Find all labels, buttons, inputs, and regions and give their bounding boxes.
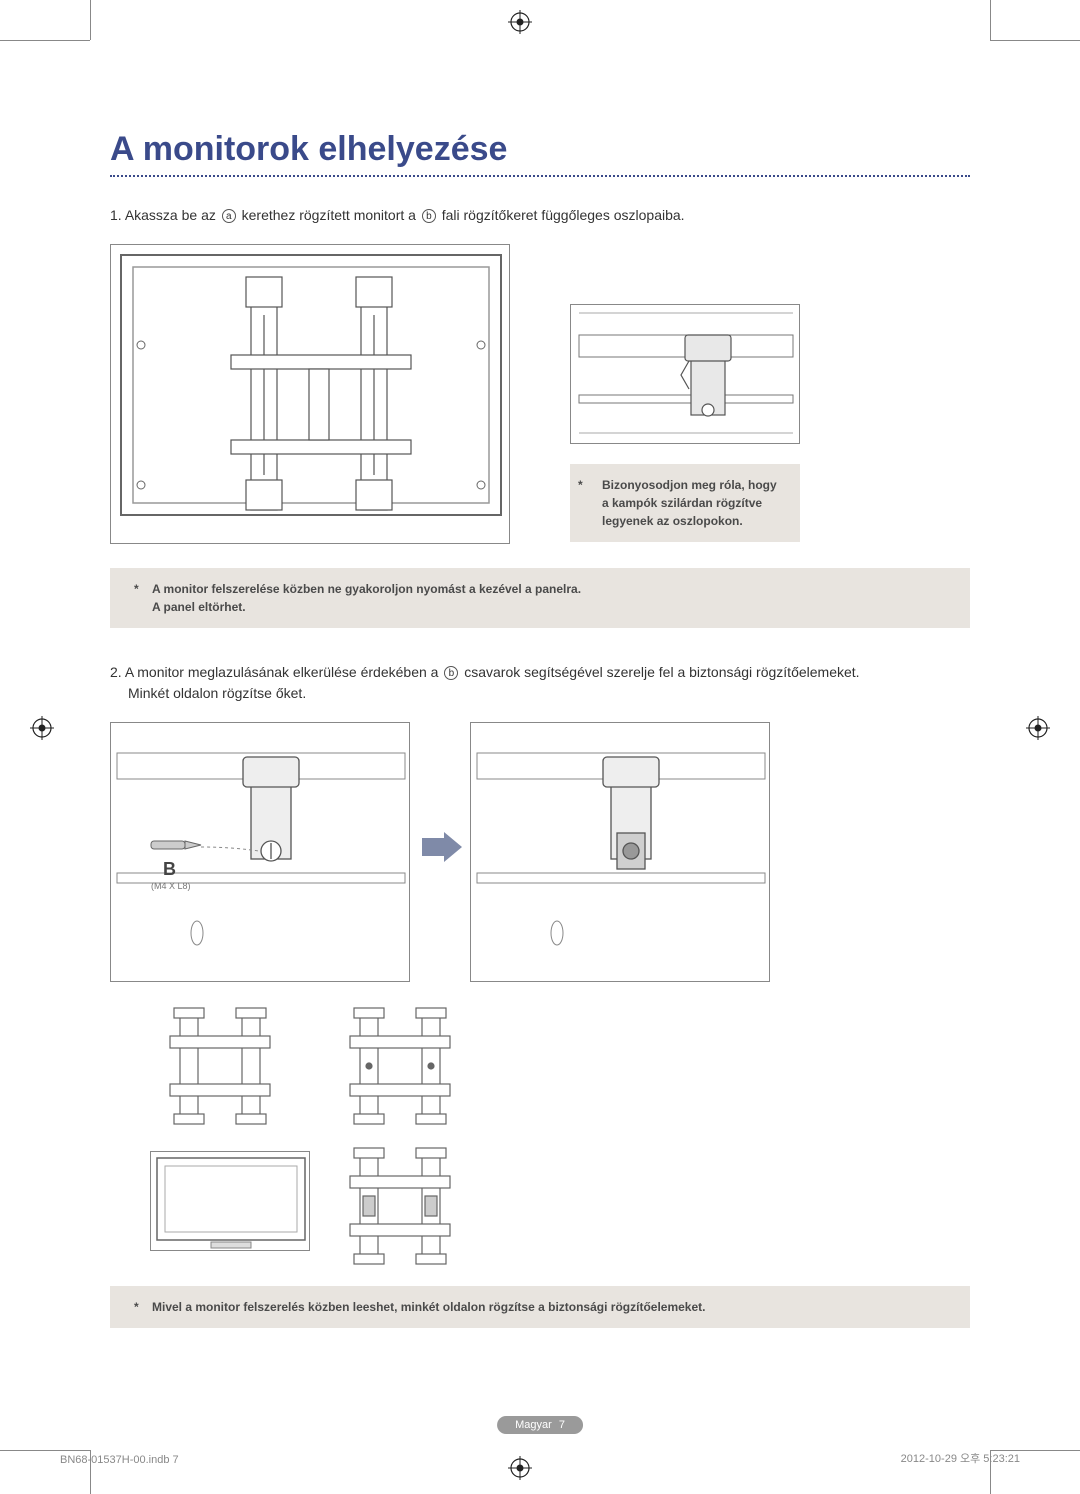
warn2-text: Mivel a monitor felszerelés közben leesh… <box>134 1298 946 1316</box>
page-content: A monitorok elhelyezése 1. Akassza be az… <box>110 130 970 1362</box>
footer-lang: Magyar <box>515 1419 552 1431</box>
crop-bot-left <box>0 1450 90 1451</box>
arrow-right-icon <box>422 832 462 867</box>
step-1-text-b: kerethez rögzített monitort a <box>238 207 420 223</box>
footer-doc-id: BN68-01537H-00.indb 7 <box>60 1454 179 1466</box>
crop-top-right <box>990 40 1080 41</box>
footer-page: 7 <box>559 1419 565 1431</box>
note-hooks-text: Bizonyosodjon meg róla, hogy a kampók sz… <box>584 476 786 530</box>
asterisk-icon: * <box>578 476 583 494</box>
reg-mark-right <box>1026 716 1050 740</box>
reg-mark-left <box>30 716 54 740</box>
page-footer-pill: Magyar 7 <box>497 1416 583 1434</box>
figure-bracket-front-b <box>330 1006 470 1126</box>
page-title: A monitorok elhelyezése <box>110 130 970 169</box>
step-2-text-b: csavarok segítségével szerelje fel a biz… <box>460 664 859 680</box>
step-1-text-a: Akassza be az <box>125 207 220 223</box>
note-hooks: * Bizonyosodjon meg róla, hogy a kampók … <box>570 464 800 542</box>
warn1-line2: A panel eltörhet. <box>152 600 246 614</box>
step-1: 1. Akassza be az a kerethez rögzített mo… <box>110 205 970 226</box>
step-1-text-c: fali rögzítőkeret függőleges oszlopaiba. <box>438 207 685 223</box>
step-2-text-c: Minkét oldalon rögzítse őket. <box>128 685 306 701</box>
figure-screw-after <box>470 722 770 982</box>
crop-top-right-v <box>990 0 991 40</box>
step-1-num: 1. <box>110 207 122 223</box>
step-2: 2. A monitor meglazulásának elkerülése é… <box>110 662 970 704</box>
screw-b-spec: (M4 X L8) <box>151 881 191 891</box>
warning-both-sides: * Mivel a monitor felszerelés közben lee… <box>110 1286 970 1328</box>
reg-mark-top <box>508 10 532 34</box>
figure-bracket-front-c <box>330 1146 470 1266</box>
footer-timestamp: 2012-10-29 오후 5:23:21 <box>901 1450 1020 1466</box>
figure-row-2: B (M4 X L8) <box>110 722 970 992</box>
figure-row-1: * Bizonyosodjon meg róla, hogy a kampók … <box>110 244 970 554</box>
figure-bracket-front-a <box>150 1006 290 1126</box>
warning-panel-pressure: * A monitor felszerelése közben ne gyako… <box>110 568 970 628</box>
figure-monitor-mount <box>110 244 510 544</box>
circled-a: a <box>222 209 236 223</box>
figure-row-3 <box>110 1006 970 1276</box>
step-2-num: 2. <box>110 664 122 680</box>
figure-screw-before: B (M4 X L8) <box>110 722 410 982</box>
crop-top-left <box>0 40 90 41</box>
screw-b-label: B <box>163 859 176 880</box>
crop-top-left-v <box>90 0 91 40</box>
figure-tv-outline <box>150 1151 310 1251</box>
title-rule <box>110 175 970 177</box>
warn1-line1: A monitor felszerelése közben ne gyakoro… <box>152 582 581 596</box>
asterisk-icon: * <box>134 580 139 598</box>
circled-b-2: b <box>444 666 458 680</box>
reg-mark-bottom <box>508 1456 532 1480</box>
asterisk-icon: * <box>134 1298 139 1316</box>
figure-hook-detail <box>570 304 800 444</box>
step-2-text-a: A monitor meglazulásának elkerülése érde… <box>125 664 443 680</box>
circled-b: b <box>422 209 436 223</box>
